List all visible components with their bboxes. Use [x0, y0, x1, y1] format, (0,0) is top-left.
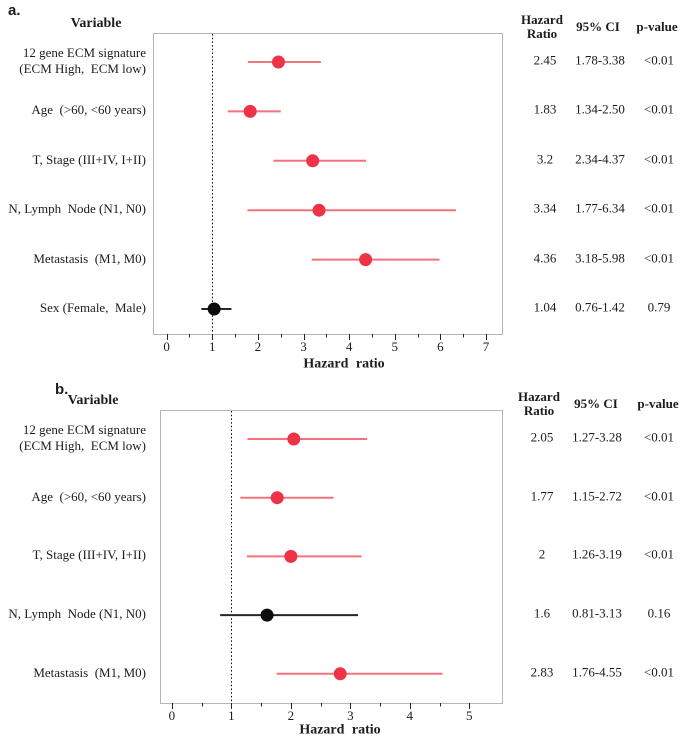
- hazard-ratio-dot: [287, 432, 301, 446]
- hazard-ratio-dot: [243, 104, 257, 118]
- hazard-ratio-value: 1.6: [533, 605, 551, 621]
- ci-value: 0.76-1.42: [575, 299, 625, 315]
- p-value: <0.01: [643, 664, 675, 680]
- hazard-ratio-value: 4.36: [533, 250, 557, 266]
- row-variable-label: T, Stage (III+IV, I+II): [32, 151, 146, 167]
- ci-value: 1.77-6.34: [575, 200, 625, 216]
- hazard-ratio-value: 1.77: [530, 488, 554, 504]
- hazard-ratio-dot: [271, 55, 285, 69]
- row-variable-label: Sex (Female, Male): [39, 300, 146, 315]
- hazard-ratio-dot: [260, 608, 274, 622]
- p-value: <0.01: [643, 488, 675, 504]
- x-tick-label: 2: [287, 708, 295, 723]
- hazard-ratio-dot: [359, 253, 373, 267]
- hazard-ratio-value: 2.83: [530, 664, 554, 680]
- x-tick-label: 1: [209, 339, 216, 354]
- ci-value: 1.15-2.72: [572, 488, 622, 504]
- x-tick-label: 7: [482, 339, 490, 354]
- ci-value: 1.26-3.19: [572, 546, 622, 562]
- x-tick-label: 0: [163, 339, 170, 354]
- panel-b-label: b.: [55, 381, 69, 398]
- panel-b-variable-column-header: Variable: [67, 393, 119, 408]
- hazard-ratio-dot: [333, 667, 347, 681]
- panel-b-ci-column-header: 95% CI: [574, 396, 618, 411]
- p-value: <0.01: [643, 250, 675, 266]
- x-tick-label: 4: [406, 708, 414, 723]
- row-variable-label: N, Lymph Node (N1, N0): [8, 201, 146, 217]
- p-value: <0.01: [643, 200, 675, 216]
- plot-frame: [152, 32, 504, 336]
- plot-frame: [159, 409, 504, 705]
- p-value: <0.01: [643, 429, 675, 445]
- ci-value: 0.81-3.13: [572, 605, 622, 621]
- panel-b-pvalue-column-header: p-value: [637, 396, 679, 411]
- x-axis-title: Hazard ratio: [299, 722, 381, 737]
- p-value: 0.79: [647, 299, 671, 315]
- panel-a-variable-column-header: Variable: [70, 16, 122, 31]
- row-variable-label: 12 gene ECM signature (ECM High, ECM low…: [19, 45, 146, 76]
- ci-value: 2.34-4.37: [575, 151, 625, 167]
- x-tick-label: 3: [300, 339, 307, 354]
- ci-value: 3.18-5.98: [575, 250, 625, 266]
- hazard-ratio-value: 2.05: [530, 429, 554, 445]
- hazard-ratio-value: 1.83: [533, 101, 557, 117]
- hazard-ratio-dot: [306, 154, 320, 168]
- row-variable-label: Age (>60, <60 years): [31, 488, 146, 504]
- x-tick-label: 4: [345, 339, 353, 354]
- x-tick-label: 5: [466, 708, 473, 723]
- panel-a-pvalue-column-header: p-value: [636, 19, 678, 34]
- panel-a-hazard-ratio-column-header: Hazard Ratio: [521, 12, 563, 41]
- p-value: <0.01: [643, 151, 675, 167]
- hazard-ratio-value: 2: [538, 546, 546, 562]
- hazard-ratio-dot: [312, 203, 326, 217]
- x-tick-label: 2: [254, 339, 262, 354]
- hazard-ratio-value: 3.34: [533, 200, 557, 216]
- panel-b-hazard-ratio-column-header: Hazard Ratio: [518, 389, 560, 418]
- x-tick-label: 0: [168, 708, 176, 723]
- ci-value: 1.76-4.55: [572, 664, 622, 680]
- row-variable-label: 12 gene ECM signature (ECM High, ECM low…: [19, 422, 146, 453]
- row-variable-label: T, Stage (III+IV, I+II): [32, 547, 146, 563]
- x-tick-label: 6: [437, 339, 444, 354]
- panel-a-ci-column-header: 95% CI: [576, 19, 620, 34]
- hazard-ratio-dot: [270, 491, 284, 505]
- ci-value: 1.34-2.50: [575, 101, 625, 117]
- x-tick-label: 3: [347, 708, 354, 723]
- p-value: <0.01: [643, 52, 675, 68]
- x-tick-label: 1: [228, 708, 235, 723]
- ci-value: 1.78-3.38: [575, 52, 625, 68]
- p-value: 0.16: [647, 605, 671, 621]
- x-tick-label: 5: [391, 339, 399, 354]
- row-variable-label: Metastasis (M1, M0): [33, 250, 146, 266]
- hazard-ratio-value: 3.2: [536, 151, 554, 167]
- hazard-ratio-value: 1.04: [533, 299, 557, 315]
- row-variable-label: Metastasis (M1, M0): [33, 664, 146, 680]
- hazard-ratio-value: 2.45: [533, 52, 557, 68]
- p-value: <0.01: [643, 101, 675, 117]
- panel-a-label: a.: [8, 2, 21, 19]
- x-axis-title: Hazard ratio: [303, 356, 385, 372]
- row-variable-label: Age (>60, <60 years): [31, 102, 146, 118]
- hazard-ratio-dot: [284, 549, 298, 563]
- p-value: <0.01: [643, 546, 675, 562]
- ci-value: 1.27-3.28: [572, 429, 622, 445]
- row-variable-label: N, Lymph Node (N1, N0): [8, 606, 146, 622]
- hazard-ratio-dot: [207, 302, 221, 316]
